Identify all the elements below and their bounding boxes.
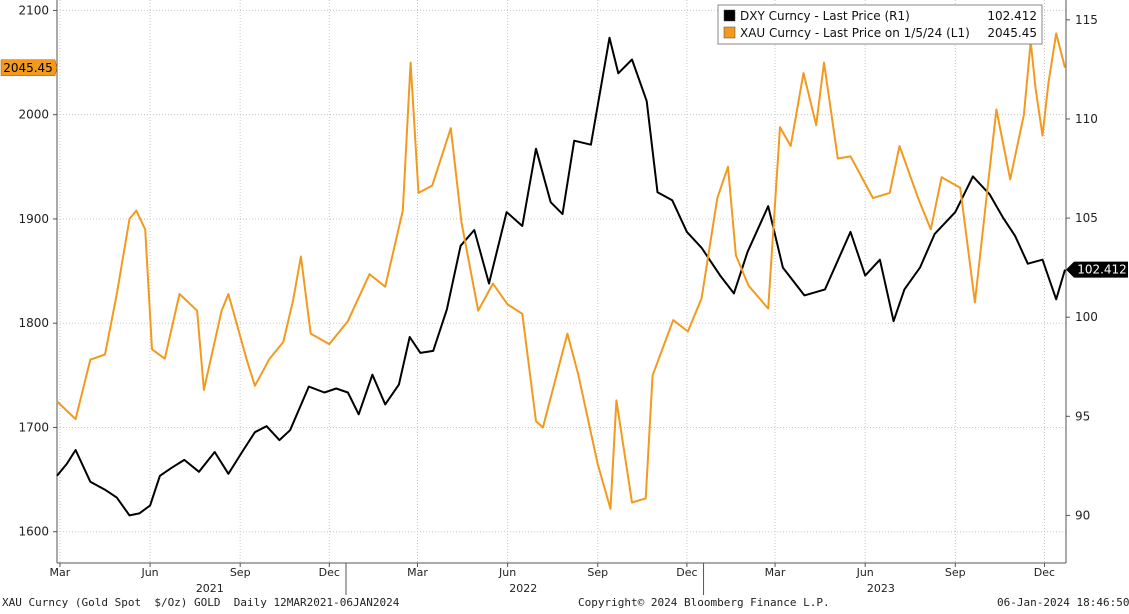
x-year-label: 2022 [509,582,537,595]
legend-swatch [723,26,736,39]
dxy-last-value-flag [1066,261,1128,278]
x-month-label: Sep [230,566,251,579]
x-year-label: 2023 [867,582,895,595]
left-tick-label: 2100 [18,3,49,17]
legend-box [717,4,1043,45]
footer-timestamp: 06-Jan-2024 18:46:50 [997,596,1129,609]
right-tick-label: 115 [1075,13,1098,27]
x-year-label: 2021 [196,582,224,595]
plot-area [57,0,1066,563]
left-tick-label: 1600 [18,525,49,539]
xau-last-value-text: 2045.45 [3,61,53,75]
x-month-label: Mar [50,566,71,579]
left-tick-label: 1700 [18,420,49,434]
right-tick-label: 110 [1075,112,1098,126]
dxy-series-line [56,36,1066,517]
x-month-label: Dec [676,566,697,579]
right-tick-label: 105 [1075,211,1098,225]
legend-entry-value: 102.412 [987,9,1037,23]
xau-series-line [56,32,1066,510]
left-tick-label: 1800 [18,316,49,330]
legend-entry-value: 2045.45 [987,26,1037,40]
dxy-last-value-text: 102.412 [1077,263,1127,277]
x-month-label: Sep [587,566,608,579]
x-month-label: Jun [498,566,516,579]
right-tick-label: 95 [1075,409,1090,423]
footer-security-info: XAU Curncy (Gold Spot $/Oz) GOLD Daily 1… [2,596,400,609]
price-chart: 1600 1700 1800 1900 2000 2100 90 95 100 105 110 115… [0,0,1128,595]
legend-swatch [723,9,736,22]
x-month-label: Dec [1034,566,1055,579]
right-tick-label: 90 [1075,508,1090,522]
footer-copyright: Copyright© 2024 Bloomberg Finance L.P. [578,596,830,609]
x-month-label: Sep [945,566,966,579]
left-tick-label: 2000 [18,108,49,122]
legend-entry-name: XAU Curncy - Last Price on 1/5/24 (L1) [740,26,970,40]
x-month-label: Dec [319,566,340,579]
x-month-label: Jun [856,566,874,579]
legend-entry-name: DXY Curncy - Last Price (R1) [740,9,910,23]
xau-last-value-flag [0,59,58,77]
right-tick-label: 100 [1075,310,1098,324]
x-month-label: Mar [407,566,428,579]
left-tick-label: 1900 [18,212,49,226]
x-month-label: Mar [765,566,786,579]
x-month-label: Jun [140,566,158,579]
legend: DXY Curncy - Last Price (R1) 102.412 XAU C… [717,4,1043,45]
